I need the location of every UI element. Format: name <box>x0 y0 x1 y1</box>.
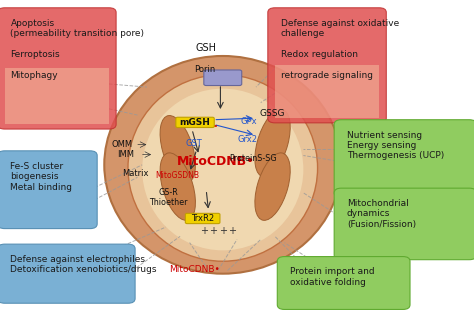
FancyBboxPatch shape <box>0 8 116 129</box>
Text: TrxR2: TrxR2 <box>191 214 214 223</box>
Ellipse shape <box>160 116 195 183</box>
FancyBboxPatch shape <box>185 213 220 224</box>
Text: +: + <box>210 226 217 236</box>
FancyBboxPatch shape <box>268 8 386 123</box>
Text: GS-R
Thioether: GS-R Thioether <box>149 188 188 207</box>
FancyBboxPatch shape <box>0 151 97 229</box>
Ellipse shape <box>142 89 303 250</box>
Text: Grx2: Grx2 <box>238 135 258 144</box>
FancyBboxPatch shape <box>204 70 242 86</box>
FancyBboxPatch shape <box>277 257 410 309</box>
Text: MitoGSDNB: MitoGSDNB <box>156 171 200 180</box>
Ellipse shape <box>255 153 290 220</box>
FancyBboxPatch shape <box>275 65 379 118</box>
Text: MitoCDNB•: MitoCDNB• <box>169 265 220 274</box>
Text: GSH: GSH <box>196 43 217 53</box>
Text: Apoptosis
(permeability transition pore)

Ferroptosis

Mitophagy: Apoptosis (permeability transition pore)… <box>10 19 145 80</box>
Text: OMM: OMM <box>111 140 132 149</box>
Text: GPx: GPx <box>240 118 257 126</box>
FancyBboxPatch shape <box>0 244 135 303</box>
Text: GSSG: GSSG <box>260 109 285 118</box>
Text: Mitochondrial
dynamics
(Fusion/Fission): Mitochondrial dynamics (Fusion/Fission) <box>347 199 416 229</box>
Text: Fe-S cluster
biogenesis
Metal binding: Fe-S cluster biogenesis Metal binding <box>10 162 73 192</box>
FancyBboxPatch shape <box>334 188 474 260</box>
Ellipse shape <box>160 153 195 220</box>
Text: Nutrient sensing
Energy sensing
Thermogenesis (UCP): Nutrient sensing Energy sensing Thermoge… <box>347 131 444 160</box>
Text: Matrix: Matrix <box>122 169 148 178</box>
Text: Porin: Porin <box>195 65 216 73</box>
Ellipse shape <box>128 75 318 261</box>
Text: +: + <box>228 226 236 236</box>
Text: ProteinS-SG: ProteinS-SG <box>229 154 276 163</box>
Text: GST: GST <box>185 140 202 148</box>
Text: IMM: IMM <box>117 150 134 159</box>
Text: Protein import and
oxidative folding: Protein import and oxidative folding <box>290 267 375 287</box>
Text: MitoCDNB•: MitoCDNB• <box>177 155 255 168</box>
Text: +: + <box>219 226 227 236</box>
Ellipse shape <box>255 109 290 177</box>
Text: Defense against electrophiles
Detoxification xenobiotics/drugs: Defense against electrophiles Detoxifica… <box>10 255 157 274</box>
FancyBboxPatch shape <box>5 68 109 124</box>
FancyBboxPatch shape <box>176 117 214 128</box>
FancyBboxPatch shape <box>334 120 474 197</box>
Ellipse shape <box>104 56 341 274</box>
Text: mGSH: mGSH <box>180 118 210 127</box>
Text: Defense against oxidative
challenge

Redox regulation

retrograde signaling: Defense against oxidative challenge Redo… <box>281 19 399 80</box>
Text: +: + <box>200 226 208 236</box>
